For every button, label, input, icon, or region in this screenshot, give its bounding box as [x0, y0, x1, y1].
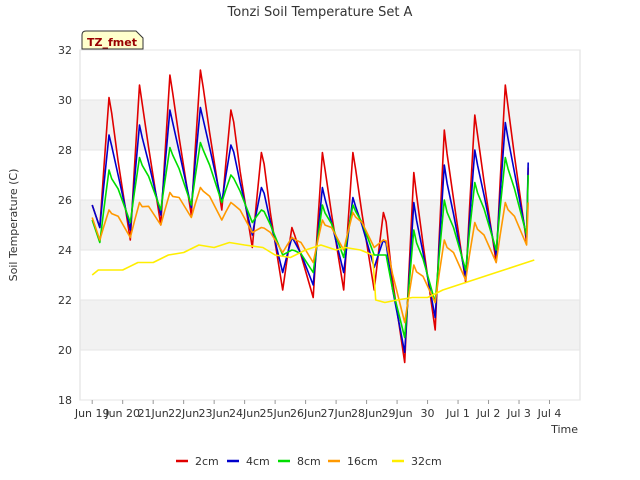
y-axis-label: Soil Temperature (C) — [7, 169, 20, 282]
x-tick-label: 22Jun — [168, 407, 199, 420]
legend-label-8cm: 8cm — [297, 455, 321, 468]
x-tick-label: 23Jun — [199, 407, 230, 420]
series-line-8cm — [91, 141, 529, 339]
series-line-32cm — [91, 241, 535, 304]
x-tick-label: 24Jun — [229, 407, 260, 420]
chart-title: Tonzi Soil Temperature Set A — [227, 5, 413, 20]
legend-label-2cm: 2cm — [195, 455, 219, 468]
y-tick-label: 32 — [58, 44, 72, 57]
y-tick-label: 20 — [58, 344, 72, 357]
legend-label-16cm: 16cm — [347, 455, 378, 468]
y-tick-label: 26 — [58, 194, 72, 207]
x-tick-label: 21Jun — [138, 407, 169, 420]
x-tick-label: Jul 1 — [445, 407, 470, 420]
x-axis-label: Time — [550, 423, 578, 436]
y-tick-label: 24 — [58, 244, 72, 257]
series-line-16cm — [91, 186, 529, 324]
x-tick-label: 26Jun — [290, 407, 321, 420]
x-tick-label: 27Jun — [321, 407, 352, 420]
y-tick-label: 30 — [58, 94, 72, 107]
series-line-2cm — [91, 69, 529, 364]
x-tick-label: Jul 2 — [476, 407, 501, 420]
series-line-4cm — [91, 106, 529, 354]
legend: 2cm 4cm 8cm 16cm 32cm — [176, 455, 442, 468]
station-badge: TZ_fmet — [81, 30, 144, 50]
x-tick-label: Jun 19 — [74, 407, 110, 420]
y-tick-label: 28 — [58, 144, 72, 157]
legend-label-4cm: 4cm — [246, 455, 270, 468]
x-tick-label: Jul 3 — [506, 407, 531, 420]
x-tick-label: Jun 20 — [104, 407, 140, 420]
legend-label-32cm: 32cm — [411, 455, 442, 468]
plot-band — [80, 300, 580, 350]
station-badge-label: TZ_fmet — [87, 36, 137, 49]
plot-band — [80, 350, 580, 400]
x-tick-label: 29Jun — [381, 407, 412, 420]
plot-band — [80, 50, 580, 100]
y-tick-label: 22 — [58, 294, 72, 307]
series-lines — [91, 69, 535, 364]
plot-band — [80, 250, 580, 300]
x-tick-label: 28Jun — [351, 407, 382, 420]
y-tick-label: 18 — [58, 394, 72, 407]
x-tick-label: Jul 4 — [537, 407, 562, 420]
x-tick-label: 25Jun — [260, 407, 291, 420]
plot-band — [80, 100, 580, 150]
x-tick-label: 30 — [421, 407, 435, 420]
